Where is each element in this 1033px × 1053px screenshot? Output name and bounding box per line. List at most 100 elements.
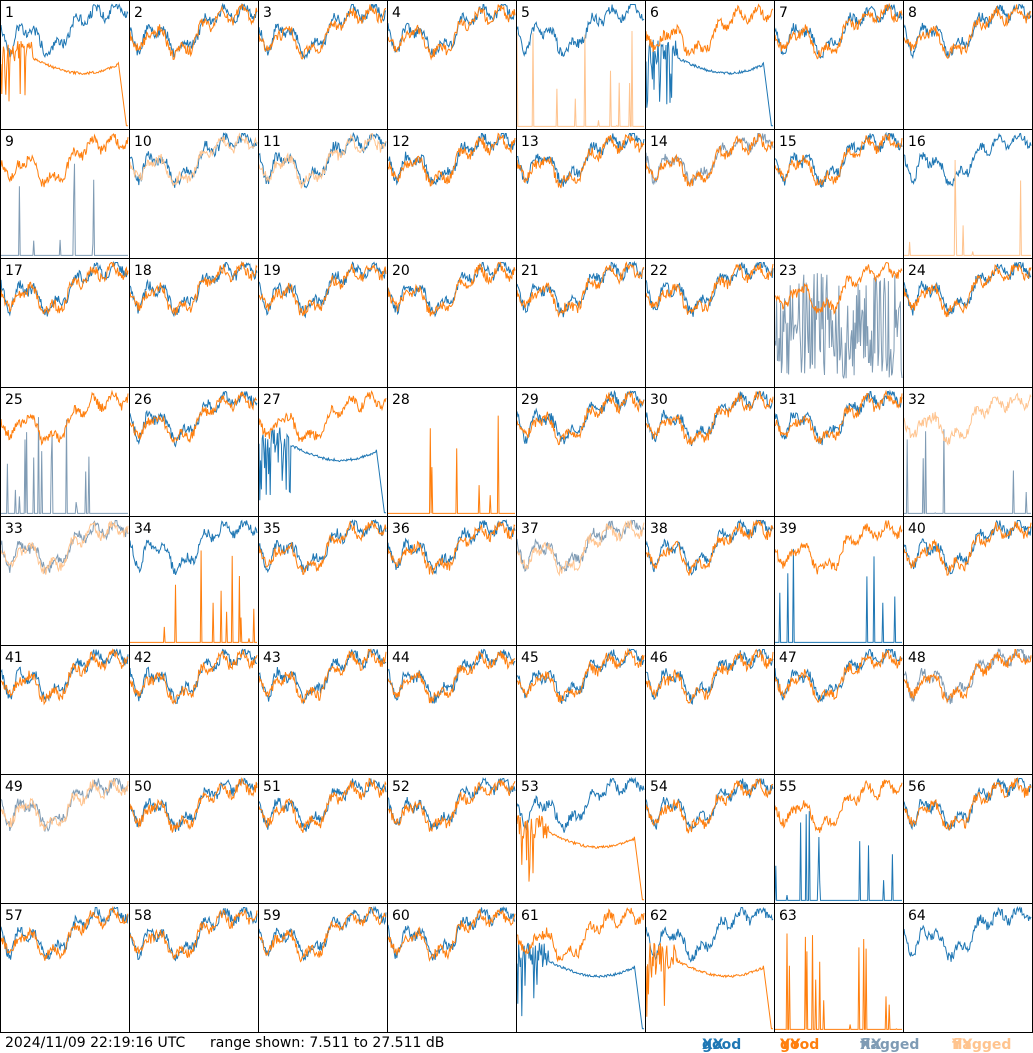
series-yy-panel-52: [387, 779, 516, 833]
panel-label: 56: [908, 779, 926, 795]
panel-47: 47: [774, 645, 904, 775]
panel-62: 62: [645, 903, 775, 1033]
panel-label: 32: [908, 392, 926, 408]
series-yy-panel-61: [516, 907, 645, 963]
series-xx-panel-22: [645, 262, 774, 317]
range-readout: range shown: 7.511 to 27.511 dB: [210, 1035, 445, 1051]
series-xx-panel-25: [1, 417, 128, 514]
panel-33: 33: [0, 516, 130, 646]
panel-label: 28: [392, 392, 410, 408]
panel-label: 14: [650, 134, 668, 150]
panel-label: 15: [779, 134, 797, 150]
series-yy-panel-40: [903, 521, 1032, 576]
series-yy-panel-60: [387, 908, 516, 963]
panel-label: 9: [5, 134, 14, 150]
panel-9: 9: [0, 129, 130, 259]
series-xx-panel-64: [903, 905, 1032, 962]
panel-21: 21: [516, 258, 646, 388]
panel-4: 4: [387, 0, 517, 130]
panel-label: 10: [134, 134, 152, 150]
panel-label: 23: [779, 263, 797, 279]
panel-6: 6: [645, 0, 775, 130]
panel-frame: [774, 0, 904, 130]
panel-63: 63: [774, 903, 904, 1033]
series-yy-panel-19: [258, 263, 387, 317]
panel-5: 5: [516, 0, 646, 130]
panel-label: 40: [908, 521, 926, 537]
panel-61: 61: [516, 903, 646, 1033]
panel-label: 47: [779, 650, 797, 666]
series-yy-panel-22: [645, 263, 774, 315]
series-yy-panel-6: [645, 3, 774, 57]
series-yy-panel-35: [258, 520, 387, 576]
panel-31: 31: [774, 387, 904, 517]
series-yy-panel-5: [516, 30, 644, 127]
series-yy-panel-2: [129, 3, 258, 60]
panel-2: 2: [129, 0, 259, 130]
panel-label: 35: [263, 521, 281, 537]
panel-40: 40: [903, 516, 1033, 646]
panel-label: 41: [5, 650, 23, 666]
panel-43: 43: [258, 645, 388, 775]
series-xx-panel-59: [258, 905, 387, 962]
panel-15: 15: [774, 129, 904, 259]
panel-11: 11: [258, 129, 388, 259]
panel-frame: [903, 0, 1033, 130]
panel-label: 42: [134, 650, 152, 666]
series-xx-panel-45: [516, 648, 645, 704]
panel-label: 5: [521, 5, 530, 21]
series-yy-panel-18: [129, 260, 258, 316]
series-yy-panel-26: [129, 391, 258, 444]
panel-label: 54: [650, 779, 668, 795]
panel-label: 20: [392, 263, 410, 279]
panel-label: 3: [263, 5, 272, 21]
panel-label: 11: [263, 134, 281, 150]
panel-label: 17: [5, 263, 23, 279]
series-xx-panel-9: [1, 163, 128, 256]
series-yy-panel-55: [774, 779, 903, 833]
series-yy-panel-63: [775, 933, 902, 1030]
panel-7: 7: [774, 0, 904, 130]
panel-label: 45: [521, 650, 539, 666]
panel-18: 18: [129, 258, 259, 388]
panel-label: 24: [908, 263, 926, 279]
panel-53: 53: [516, 774, 646, 904]
series-yy-panel-34: [130, 550, 257, 643]
series-xx-panel-62: [645, 906, 774, 963]
series-yy-panel-28: [388, 415, 515, 514]
panel-label: 12: [392, 134, 410, 150]
series-xx-panel-32: [904, 429, 1031, 514]
series-yy-panel-50: [129, 777, 258, 833]
series-yy-panel-27: [258, 390, 387, 442]
panel-58: 58: [129, 903, 259, 1033]
panel-label: 6: [650, 5, 659, 21]
series-yy-panel-24: [903, 263, 1032, 318]
series-yy-panel-49: [0, 778, 129, 831]
panel-label: 22: [650, 263, 668, 279]
legend-good-yy-pol: YY: [780, 1037, 801, 1053]
panel-37: 37: [516, 516, 646, 646]
series-xx-panel-5: [516, 4, 645, 57]
panel-12: 12: [387, 129, 517, 259]
legend-good-xx-pol: XX: [702, 1037, 724, 1053]
panel-frame: [645, 0, 775, 130]
panel-45: 45: [516, 645, 646, 775]
series-yy-panel-14: [645, 133, 774, 188]
panel-42: 42: [129, 645, 259, 775]
legend-flagged-yy-word: flagged: [952, 1037, 1012, 1053]
panel-22: 22: [645, 258, 775, 388]
series-xx-panel-61: [516, 942, 644, 1030]
panel-label: 62: [650, 908, 668, 924]
series-yy-panel-3: [258, 4, 386, 60]
series-yy-panel-25: [0, 389, 129, 446]
panel-30: 30: [645, 387, 775, 517]
series-yy-panel-41: [0, 648, 129, 706]
panel-label: 8: [908, 5, 917, 21]
panel-label: 31: [779, 392, 797, 408]
series-yy-panel-46: [645, 648, 774, 704]
series-yy-panel-58: [129, 908, 258, 961]
panel-label: 34: [134, 521, 152, 537]
legend-good-yy-word: good: [780, 1037, 820, 1053]
series-yy-panel-16: [904, 159, 1031, 256]
panel-52: 52: [387, 774, 517, 904]
